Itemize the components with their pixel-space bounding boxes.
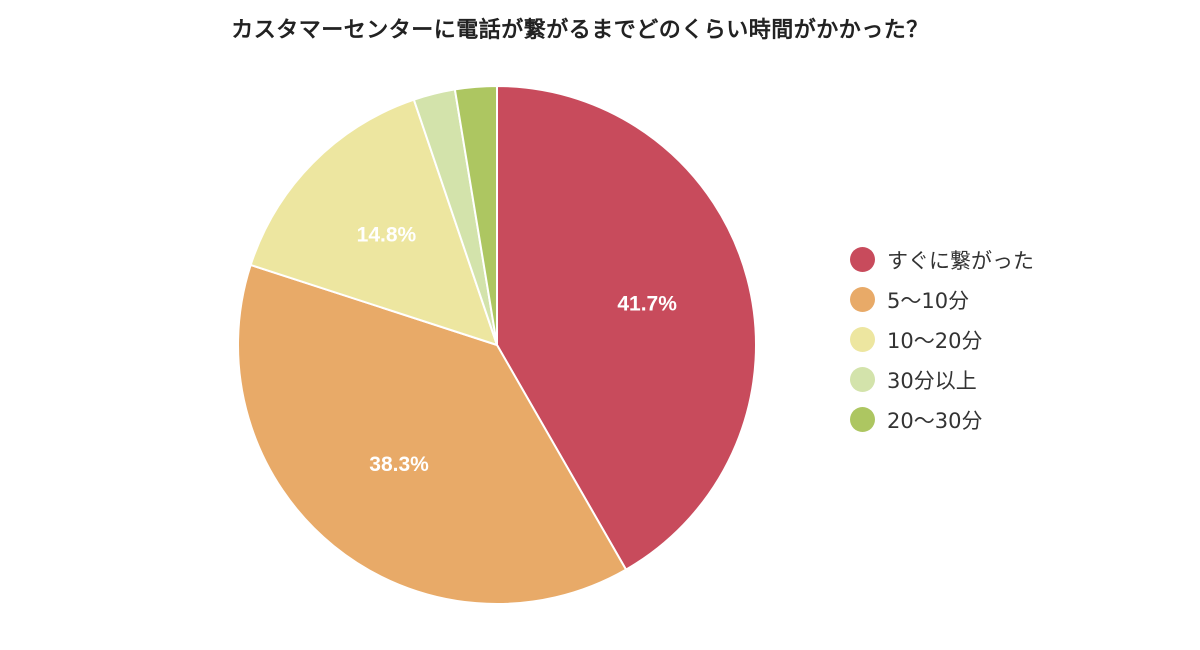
legend-swatch [850,247,875,272]
legend-item: すぐに繋がった [850,243,1034,276]
slice-value-label: 38.3% [369,453,429,476]
legend-item: 20〜30分 [850,403,1034,436]
slice-value-label: 14.8% [357,223,417,246]
chart-title: カスタマーセンターに電話が繋がるまでどのくらい時間がかかった？ [231,18,929,43]
legend-label: 20〜30分 [887,408,983,433]
pie-slice [249,98,499,347]
pie-slices [237,84,757,605]
legend: すぐに繋がった 5〜10分 10〜20分 30分以上 20〜30分 [850,243,1034,443]
legend-swatch [850,327,875,352]
legend-swatch [850,407,875,432]
legend-item: 30分以上 [850,363,1034,396]
legend-swatch [850,367,875,392]
pie-slice [496,84,757,571]
legend-label: 30分以上 [887,368,977,393]
legend-item: 5〜10分 [850,283,1034,316]
legend-label: すぐに繋がった [887,248,1034,273]
pie-labels: 41.7% 38.3% 14.8% [357,223,678,476]
legend-swatch [850,287,875,312]
legend-item: 10〜20分 [850,323,1034,356]
slice-value-label: 41.7% [617,292,677,315]
legend-label: 10〜20分 [887,328,983,353]
pie-slice [237,263,628,605]
legend-label: 5〜10分 [887,288,970,313]
pie-slice [453,84,498,346]
